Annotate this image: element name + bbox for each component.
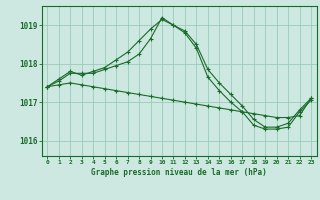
X-axis label: Graphe pression niveau de la mer (hPa): Graphe pression niveau de la mer (hPa) xyxy=(91,168,267,177)
